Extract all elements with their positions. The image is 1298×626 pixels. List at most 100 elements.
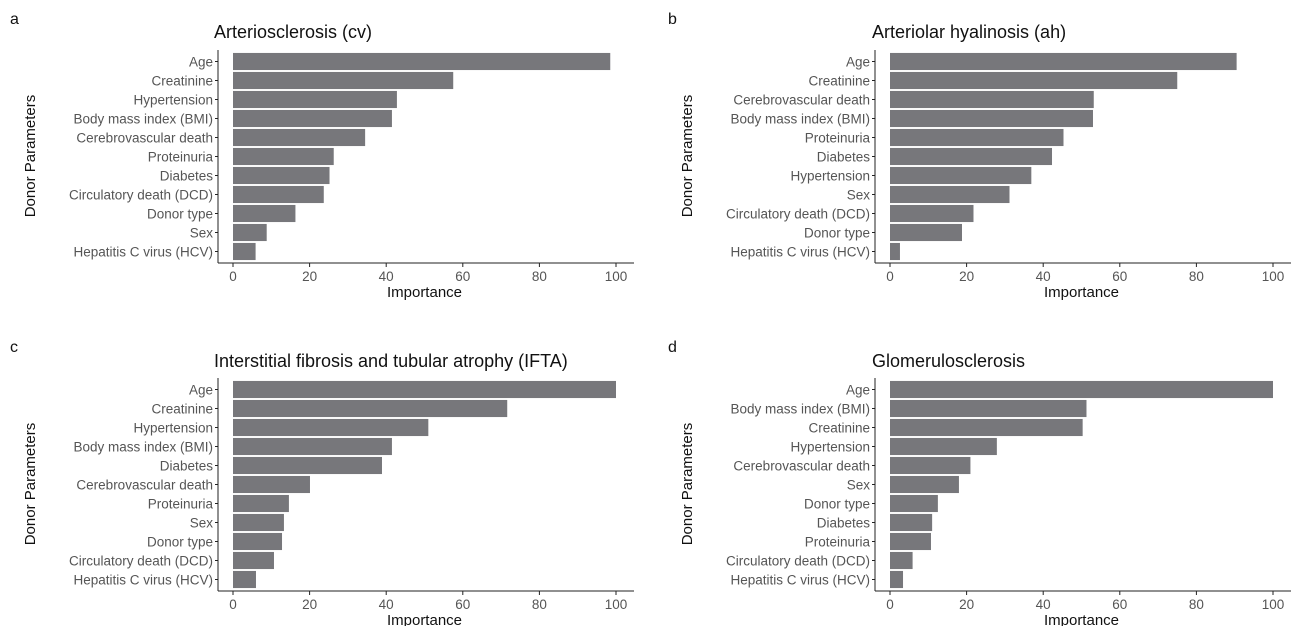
category-label: Hypertension — [790, 169, 870, 184]
bar — [890, 418, 1083, 437]
bar — [890, 242, 900, 261]
x-tick-label: 40 — [1036, 269, 1051, 284]
bar — [233, 71, 454, 90]
category-label: Age — [846, 55, 870, 70]
bar — [233, 185, 324, 204]
bar — [233, 399, 508, 418]
x-tick-label: 60 — [1112, 597, 1127, 612]
bar — [233, 532, 283, 551]
category-label: Hepatitis C virus (HCV) — [73, 573, 213, 588]
category-label: Proteinuria — [805, 131, 871, 146]
category-label: Hypertension — [133, 421, 213, 436]
category-label: Body mass index (BMI) — [730, 112, 870, 127]
x-tick-label: 0 — [886, 269, 894, 284]
bar — [890, 147, 1053, 166]
bar — [233, 380, 616, 399]
panel-a: a Arteriosclerosis (cv) Donor Parameters Ag… — [10, 11, 634, 301]
bar — [890, 166, 1032, 185]
bar — [233, 204, 296, 223]
y-axis-title: Donor Parameters — [679, 423, 696, 546]
category-label: Donor type — [147, 535, 213, 550]
bar — [233, 494, 289, 513]
x-tick-label: 100 — [1262, 269, 1285, 284]
x-tick-label: 20 — [302, 269, 317, 284]
category-label: Age — [189, 55, 213, 70]
category-label: Circulatory death (DCD) — [726, 554, 870, 569]
category-label: Body mass index (BMI) — [730, 402, 870, 417]
category-label: Sex — [190, 516, 214, 531]
x-tick-label: 20 — [959, 597, 974, 612]
category-label: Circulatory death (DCD) — [69, 188, 213, 203]
category-label: Sex — [190, 226, 214, 241]
x-tick-label: 0 — [229, 269, 237, 284]
bar — [890, 494, 938, 513]
x-tick-label: 100 — [1262, 597, 1285, 612]
bar — [233, 475, 310, 494]
x-tick-label: 40 — [379, 597, 394, 612]
bar — [233, 437, 392, 456]
category-label: Sex — [847, 188, 871, 203]
bar — [233, 147, 334, 166]
category-label: Hypertension — [133, 93, 213, 108]
panel-c: c Interstitial fibrosis and tubular atrop… — [10, 339, 634, 626]
category-label: Hepatitis C virus (HCV) — [730, 245, 870, 260]
panel-letter: a — [10, 11, 19, 28]
category-label: Hepatitis C virus (HCV) — [730, 573, 870, 588]
y-axis-title: Donor Parameters — [22, 423, 39, 546]
category-label: Body mass index (BMI) — [73, 440, 213, 455]
panel-d: d Glomerulosclerosis Donor Parameters Age Bo… — [668, 339, 1291, 626]
x-tick-label: 80 — [532, 269, 547, 284]
category-label: Cerebrovascular death — [76, 131, 213, 146]
category-label: Sex — [847, 478, 871, 493]
bar — [233, 570, 256, 589]
category-label: Proteinuria — [148, 497, 214, 512]
x-axis-title: Importance — [1044, 284, 1119, 301]
category-label: Circulatory death (DCD) — [69, 554, 213, 569]
category-label: Creatinine — [151, 74, 213, 89]
bar — [233, 223, 267, 242]
category-label: Creatinine — [151, 402, 213, 417]
panel-title: Glomerulosclerosis — [872, 351, 1025, 371]
x-tick-label: 60 — [455, 597, 470, 612]
bar — [233, 513, 284, 532]
category-label: Diabetes — [160, 459, 214, 474]
category-label: Age — [189, 383, 213, 398]
category-label: Diabetes — [817, 516, 871, 531]
x-axis-title: Importance — [1044, 612, 1119, 626]
panel-title: Interstitial fibrosis and tubular atroph… — [214, 351, 568, 371]
x-tick-label: 100 — [605, 597, 628, 612]
bar — [233, 551, 274, 570]
category-label: Hypertension — [790, 440, 870, 455]
bar — [890, 52, 1237, 71]
bar — [890, 90, 1094, 109]
x-tick-label: 0 — [229, 597, 237, 612]
bar — [233, 166, 330, 185]
category-label: Cerebrovascular death — [76, 478, 213, 493]
category-label: Donor type — [804, 497, 870, 512]
category-label: Creatinine — [808, 74, 870, 89]
category-label: Diabetes — [817, 150, 871, 165]
bar — [890, 570, 904, 589]
category-label: Diabetes — [160, 169, 214, 184]
panel-letter: d — [668, 339, 677, 356]
x-axis-title: Importance — [387, 612, 462, 626]
bar — [233, 456, 382, 475]
bar — [233, 109, 392, 128]
category-label: Creatinine — [808, 421, 870, 436]
category-label: Donor type — [804, 226, 870, 241]
category-label: Cerebrovascular death — [733, 459, 870, 474]
x-tick-label: 40 — [379, 269, 394, 284]
bar — [890, 128, 1064, 147]
x-tick-label: 20 — [302, 597, 317, 612]
x-tick-label: 60 — [1112, 269, 1127, 284]
x-tick-label: 40 — [1036, 597, 1051, 612]
panel-letter: c — [10, 339, 18, 356]
category-label: Cerebrovascular death — [733, 93, 870, 108]
bar — [233, 242, 256, 261]
bar — [233, 90, 397, 109]
category-label: Body mass index (BMI) — [73, 112, 213, 127]
category-label: Age — [846, 383, 870, 398]
bar — [890, 437, 997, 456]
x-tick-label: 80 — [1189, 269, 1204, 284]
